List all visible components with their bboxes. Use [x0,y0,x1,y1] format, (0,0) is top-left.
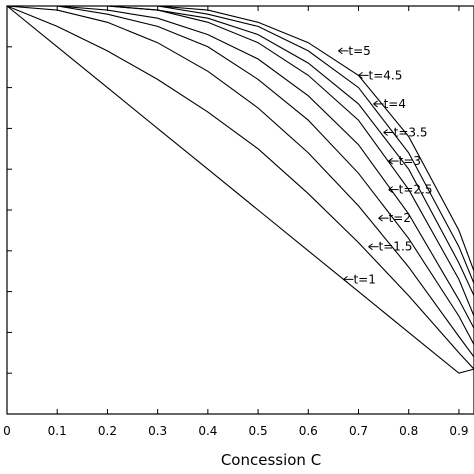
label-arrowhead-4 [388,157,393,165]
plot-frame [6,5,474,415]
curve-label-4: t=3 [399,154,421,168]
x-tick-label: 0.8 [399,424,418,438]
series-line-2 [6,5,474,358]
series-line-8 [7,5,474,272]
curve-label-7: t=4.5 [369,68,403,82]
series-group [6,5,474,374]
x-tick-label: 0.6 [299,424,318,438]
series-line-3 [7,5,474,345]
x-tick-label: 0.2 [98,424,117,438]
x-tick-label: 0.3 [148,424,167,438]
curve-label-0: t=1 [353,272,375,286]
plot-border [6,5,474,415]
y-axis-ticks [7,5,12,415]
curve-label-5: t=3.5 [394,125,428,139]
label-arrowhead-5 [383,129,388,136]
curve-label-8: t=5 [348,44,370,58]
curve-label-3: t=2.5 [399,183,433,197]
label-arrowhead-0 [343,275,348,283]
x-axis-ticks: 0 0.1 0.2 0.3 0.4 0.5 0.6 0.7 0.8 0.9 [3,6,468,438]
label-arrowhead-6 [373,100,378,108]
x-axis-title: Concession C [221,451,321,469]
label-arrowhead-7 [358,71,363,79]
x-tick-label: 0.1 [48,424,67,438]
curve-label-6: t=4 [384,97,406,111]
label-arrowhead-3 [388,186,393,193]
x-tick-label: 0 [3,424,11,438]
curve-labels: t=1 t=1.5 t=2 t=2.5 t=3 t=3.5 t=4 t=4.5 t=5 [338,44,432,286]
x-tick-label: 0.7 [349,424,368,438]
x-tick-label: 0.9 [449,424,468,438]
x-tick-label: 0.5 [249,424,268,438]
x-tick-label: 0.4 [198,424,217,438]
curve-label-2: t=2 [389,211,411,225]
series-line-1 [6,5,474,370]
curve-label-1: t=1.5 [379,240,413,254]
label-arrowhead-1 [368,243,373,251]
label-arrowhead-2 [378,214,383,222]
series-line-4 [7,5,474,329]
series-line-0 [6,5,474,374]
label-arrowhead-8 [338,47,343,55]
